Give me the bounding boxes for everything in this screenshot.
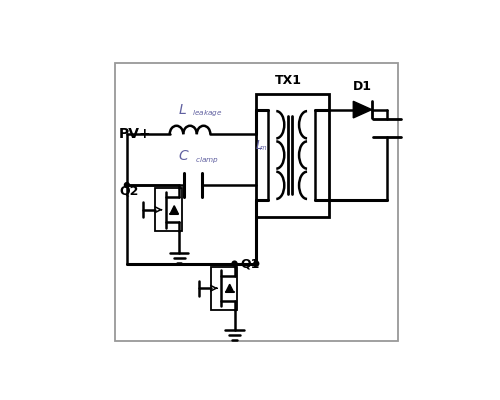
Circle shape xyxy=(254,261,258,266)
Text: Q2: Q2 xyxy=(119,185,139,198)
Text: TX1: TX1 xyxy=(276,74,302,88)
Text: Q1: Q1 xyxy=(241,257,260,270)
Text: PV+: PV+ xyxy=(119,127,152,141)
Polygon shape xyxy=(170,206,178,214)
Text: $_m$: $_m$ xyxy=(258,144,266,154)
Bar xyxy=(211,267,237,310)
Circle shape xyxy=(124,182,130,188)
Polygon shape xyxy=(354,101,372,118)
Text: $_{clamp}$: $_{clamp}$ xyxy=(194,156,218,166)
Bar xyxy=(156,188,182,231)
Circle shape xyxy=(232,261,237,266)
Text: $L$: $L$ xyxy=(256,139,264,152)
Text: $C$: $C$ xyxy=(178,150,190,164)
Polygon shape xyxy=(226,284,234,292)
Text: $_{leakage}$: $_{leakage}$ xyxy=(192,109,222,120)
Bar xyxy=(256,94,328,218)
Bar xyxy=(114,64,398,341)
Text: $L$: $L$ xyxy=(178,103,187,117)
Text: D1: D1 xyxy=(353,80,372,93)
